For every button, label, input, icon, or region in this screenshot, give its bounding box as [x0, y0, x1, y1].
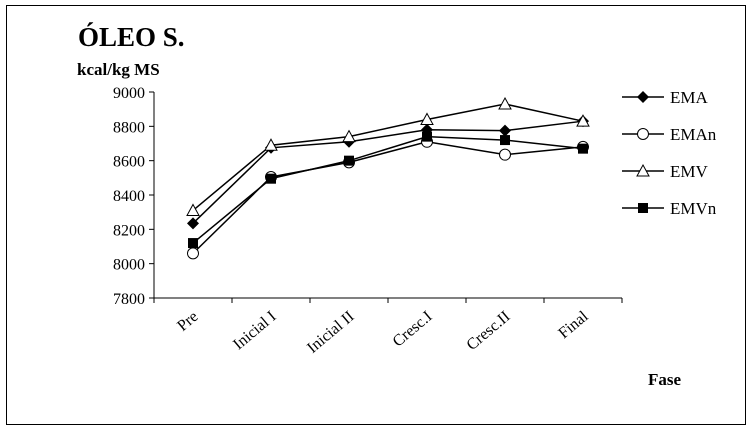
y-tick-label: 8200 [113, 222, 145, 239]
x-tick-label: Pre [174, 308, 201, 335]
y-tick-label: 9000 [113, 85, 145, 102]
data-point-emvn [422, 131, 432, 142]
x-axis-label: Fase [648, 370, 682, 389]
legend-label-emvn: EMVn [670, 199, 717, 218]
data-point-emvn [188, 238, 198, 249]
y-tick-label: 8400 [113, 188, 145, 205]
data-point-emv [186, 203, 200, 216]
data-point-eman [499, 148, 511, 161]
data-point-eman [187, 247, 199, 260]
data-point-emv [264, 138, 278, 151]
series-line-eman [192, 141, 584, 254]
legend-marker-emv [636, 163, 650, 177]
data-point-emvn [500, 135, 510, 146]
y-tick-label: 8600 [113, 154, 145, 171]
legend-marker-eman [637, 128, 649, 140]
series-line-ema [192, 120, 584, 224]
y-tick-label: 8000 [113, 257, 145, 274]
legend-marker-emvn [638, 203, 648, 213]
legend-marker-ema [637, 91, 649, 103]
data-point-emvn [266, 173, 276, 184]
y-tick-label: 8800 [113, 119, 145, 136]
x-tick-label: Cresc.II [464, 308, 514, 354]
chart-title: ÓLEO S. [78, 22, 185, 52]
data-point-emv [498, 96, 512, 110]
data-point-emv [342, 129, 356, 143]
data-point-ema [187, 217, 199, 230]
legend-label-eman: EMAn [670, 125, 717, 144]
data-point-emvn [344, 155, 354, 166]
y-tick-label: 7800 [113, 291, 145, 308]
x-tick-label: Inicial II [304, 308, 357, 357]
series-line-emv [192, 103, 584, 212]
legend-label-ema: EMA [670, 88, 709, 107]
data-point-emv [420, 112, 434, 125]
line-chart: 7800 8000 8200 8400 8600 8800 9000 Pre Inicial I… [113, 85, 717, 357]
x-tick-label: Final [555, 308, 592, 343]
data-point-emvn [578, 143, 588, 154]
x-tick-label: Cresc.I [390, 308, 436, 350]
series-line-emvn [192, 135, 584, 244]
data-point-emv [576, 114, 590, 127]
y-axis-label: kcal/kg MS [77, 60, 160, 79]
legend-label-emv: EMV [670, 162, 709, 181]
x-tick-label: Inicial I [230, 308, 279, 353]
data-point-ema [499, 124, 511, 137]
